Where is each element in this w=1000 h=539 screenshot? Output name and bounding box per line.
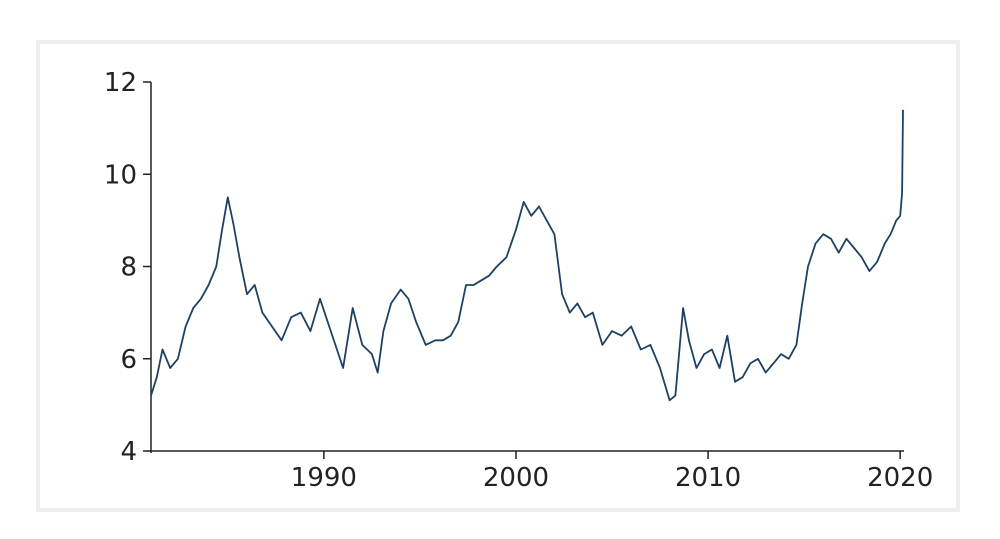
x-tick-label: 2010 — [675, 463, 741, 493]
x-tick-label: 2020 — [867, 463, 933, 493]
y-axis-ticks: 4 6 8 10 12 — [104, 68, 151, 467]
y-tick-label: 8 — [120, 253, 137, 283]
y-tick-label: 6 — [120, 345, 137, 375]
series-line — [150, 109, 904, 402]
x-axis-ticks: 1990 2000 2010 2020 — [291, 451, 933, 493]
y-axis: 4 6 8 10 12 — [104, 68, 152, 467]
x-axis: 1990 2000 2010 2020 — [151, 450, 933, 493]
x-tick-label: 2000 — [483, 463, 549, 493]
y-tick-label: 12 — [104, 68, 137, 98]
y-tick-label: 4 — [120, 437, 137, 467]
x-tick-label: 1990 — [291, 463, 357, 493]
y-tick-label: 10 — [104, 160, 137, 190]
